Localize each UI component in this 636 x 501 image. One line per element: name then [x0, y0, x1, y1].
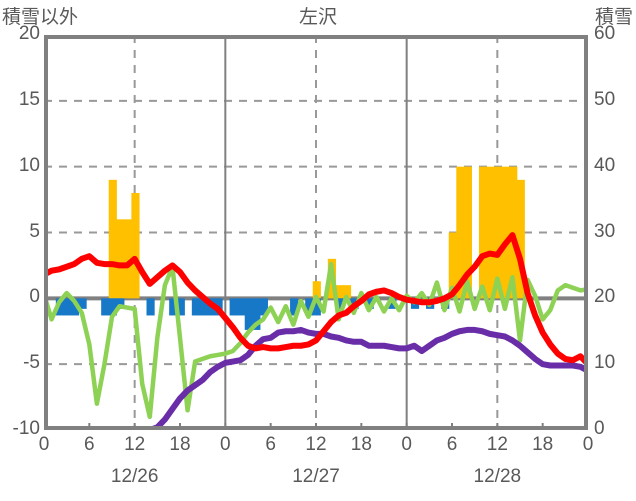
- snowfall-bar: [335, 298, 344, 309]
- y-axis-left-tick: 15: [18, 88, 40, 110]
- x-axis-tick: 18: [169, 434, 191, 455]
- x-axis-tick: 12: [486, 434, 508, 455]
- y-axis-right-tick: 20: [594, 286, 616, 308]
- snowfall-bar: [365, 298, 374, 309]
- plot-frame: [44, 35, 588, 430]
- snowfall-bar: [55, 298, 64, 316]
- y-axis-left-tick: 0: [29, 286, 40, 308]
- x-axis-day-label: 12/27: [292, 466, 340, 487]
- right-axis-title: 積雪: [594, 7, 633, 28]
- snow-depth-bar: [131, 193, 140, 299]
- x-axis-tick: 0: [401, 434, 412, 455]
- x-axis-tick: 12: [305, 434, 327, 455]
- x-axis-day-label: 12/26: [110, 466, 159, 487]
- snow-depth-bar: [516, 179, 525, 299]
- y-axis-left-tick: 10: [18, 154, 40, 176]
- snowfall-bar: [78, 298, 87, 309]
- snow-depth-bar: [486, 166, 495, 299]
- x-axis-tick: 0: [582, 434, 594, 455]
- snow-depth-bar: [116, 219, 125, 299]
- y-axis-right-tick: 10: [594, 352, 616, 374]
- snow-depth-bar: [342, 285, 352, 299]
- y-axis-left-tick: -5: [23, 352, 40, 374]
- snowfall-bar: [191, 298, 200, 316]
- snowfall-bar: [259, 298, 268, 316]
- snowfall-bar: [290, 298, 299, 316]
- series-line-wind: [44, 261, 588, 420]
- snowfall-bar: [63, 298, 72, 316]
- page-title: 左沢: [298, 7, 337, 28]
- snowfall-bar: [116, 298, 125, 309]
- snowfall-bar: [108, 298, 117, 316]
- x-axis-tick: 6: [446, 434, 458, 455]
- snowfall-bar: [305, 298, 314, 316]
- snowfall-bar: [176, 298, 185, 316]
- y-axis-right-tick: 0: [594, 418, 605, 439]
- y-axis-right-tick: 30: [594, 220, 616, 242]
- series-line-snow-depth-cum: [44, 326, 588, 430]
- snow-depth-bar: [478, 166, 488, 299]
- x-axis-tick: 0: [38, 434, 50, 455]
- left-axis-title: 積雪以外: [2, 7, 79, 28]
- snowfall-bar: [244, 298, 253, 330]
- y-axis-right-tick: 50: [594, 88, 616, 110]
- snow-depth-bar: [108, 179, 117, 299]
- snow-depth-bar: [123, 219, 132, 299]
- snow-depth-bar: [494, 166, 503, 299]
- snowfall-bar: [70, 298, 80, 316]
- x-axis-tick: 6: [84, 434, 95, 455]
- y-axis-right-tick: 60: [594, 23, 616, 44]
- series-line-temperature: [44, 232, 588, 368]
- snow-depth-bar: [501, 166, 510, 299]
- y-axis-left-tick: 20: [18, 23, 40, 44]
- snow-depth-bar: [463, 166, 472, 299]
- snow-depth-bar: [335, 285, 344, 299]
- x-axis-tick: 0: [220, 434, 231, 455]
- y-axis-left-tick: 5: [29, 220, 40, 242]
- y-axis-right-tick: 40: [594, 154, 616, 176]
- snowfall-bar: [312, 298, 321, 316]
- snowfall-bar: [169, 298, 178, 316]
- x-axis-tick: 18: [532, 434, 554, 455]
- snow-depth-bar: [312, 281, 321, 299]
- plot-svg: [44, 35, 588, 430]
- x-axis-tick: 18: [350, 434, 372, 455]
- snowfall-bar: [252, 298, 261, 330]
- snowfall-bar: [199, 298, 208, 316]
- snow-depth-bar: [456, 166, 465, 299]
- x-axis-tick: 6: [265, 434, 276, 455]
- plot-area: [44, 35, 588, 430]
- snowfall-bar: [237, 298, 246, 316]
- x-axis-day-label: 12/28: [473, 466, 522, 487]
- snowfall-bar: [229, 298, 238, 316]
- snowfall-bar: [101, 298, 110, 316]
- x-axis-tick: 12: [124, 434, 146, 455]
- snow-depth-bar: [448, 232, 457, 299]
- snowfall-bar: [146, 298, 155, 316]
- y-axis-left-tick: -10: [12, 418, 40, 439]
